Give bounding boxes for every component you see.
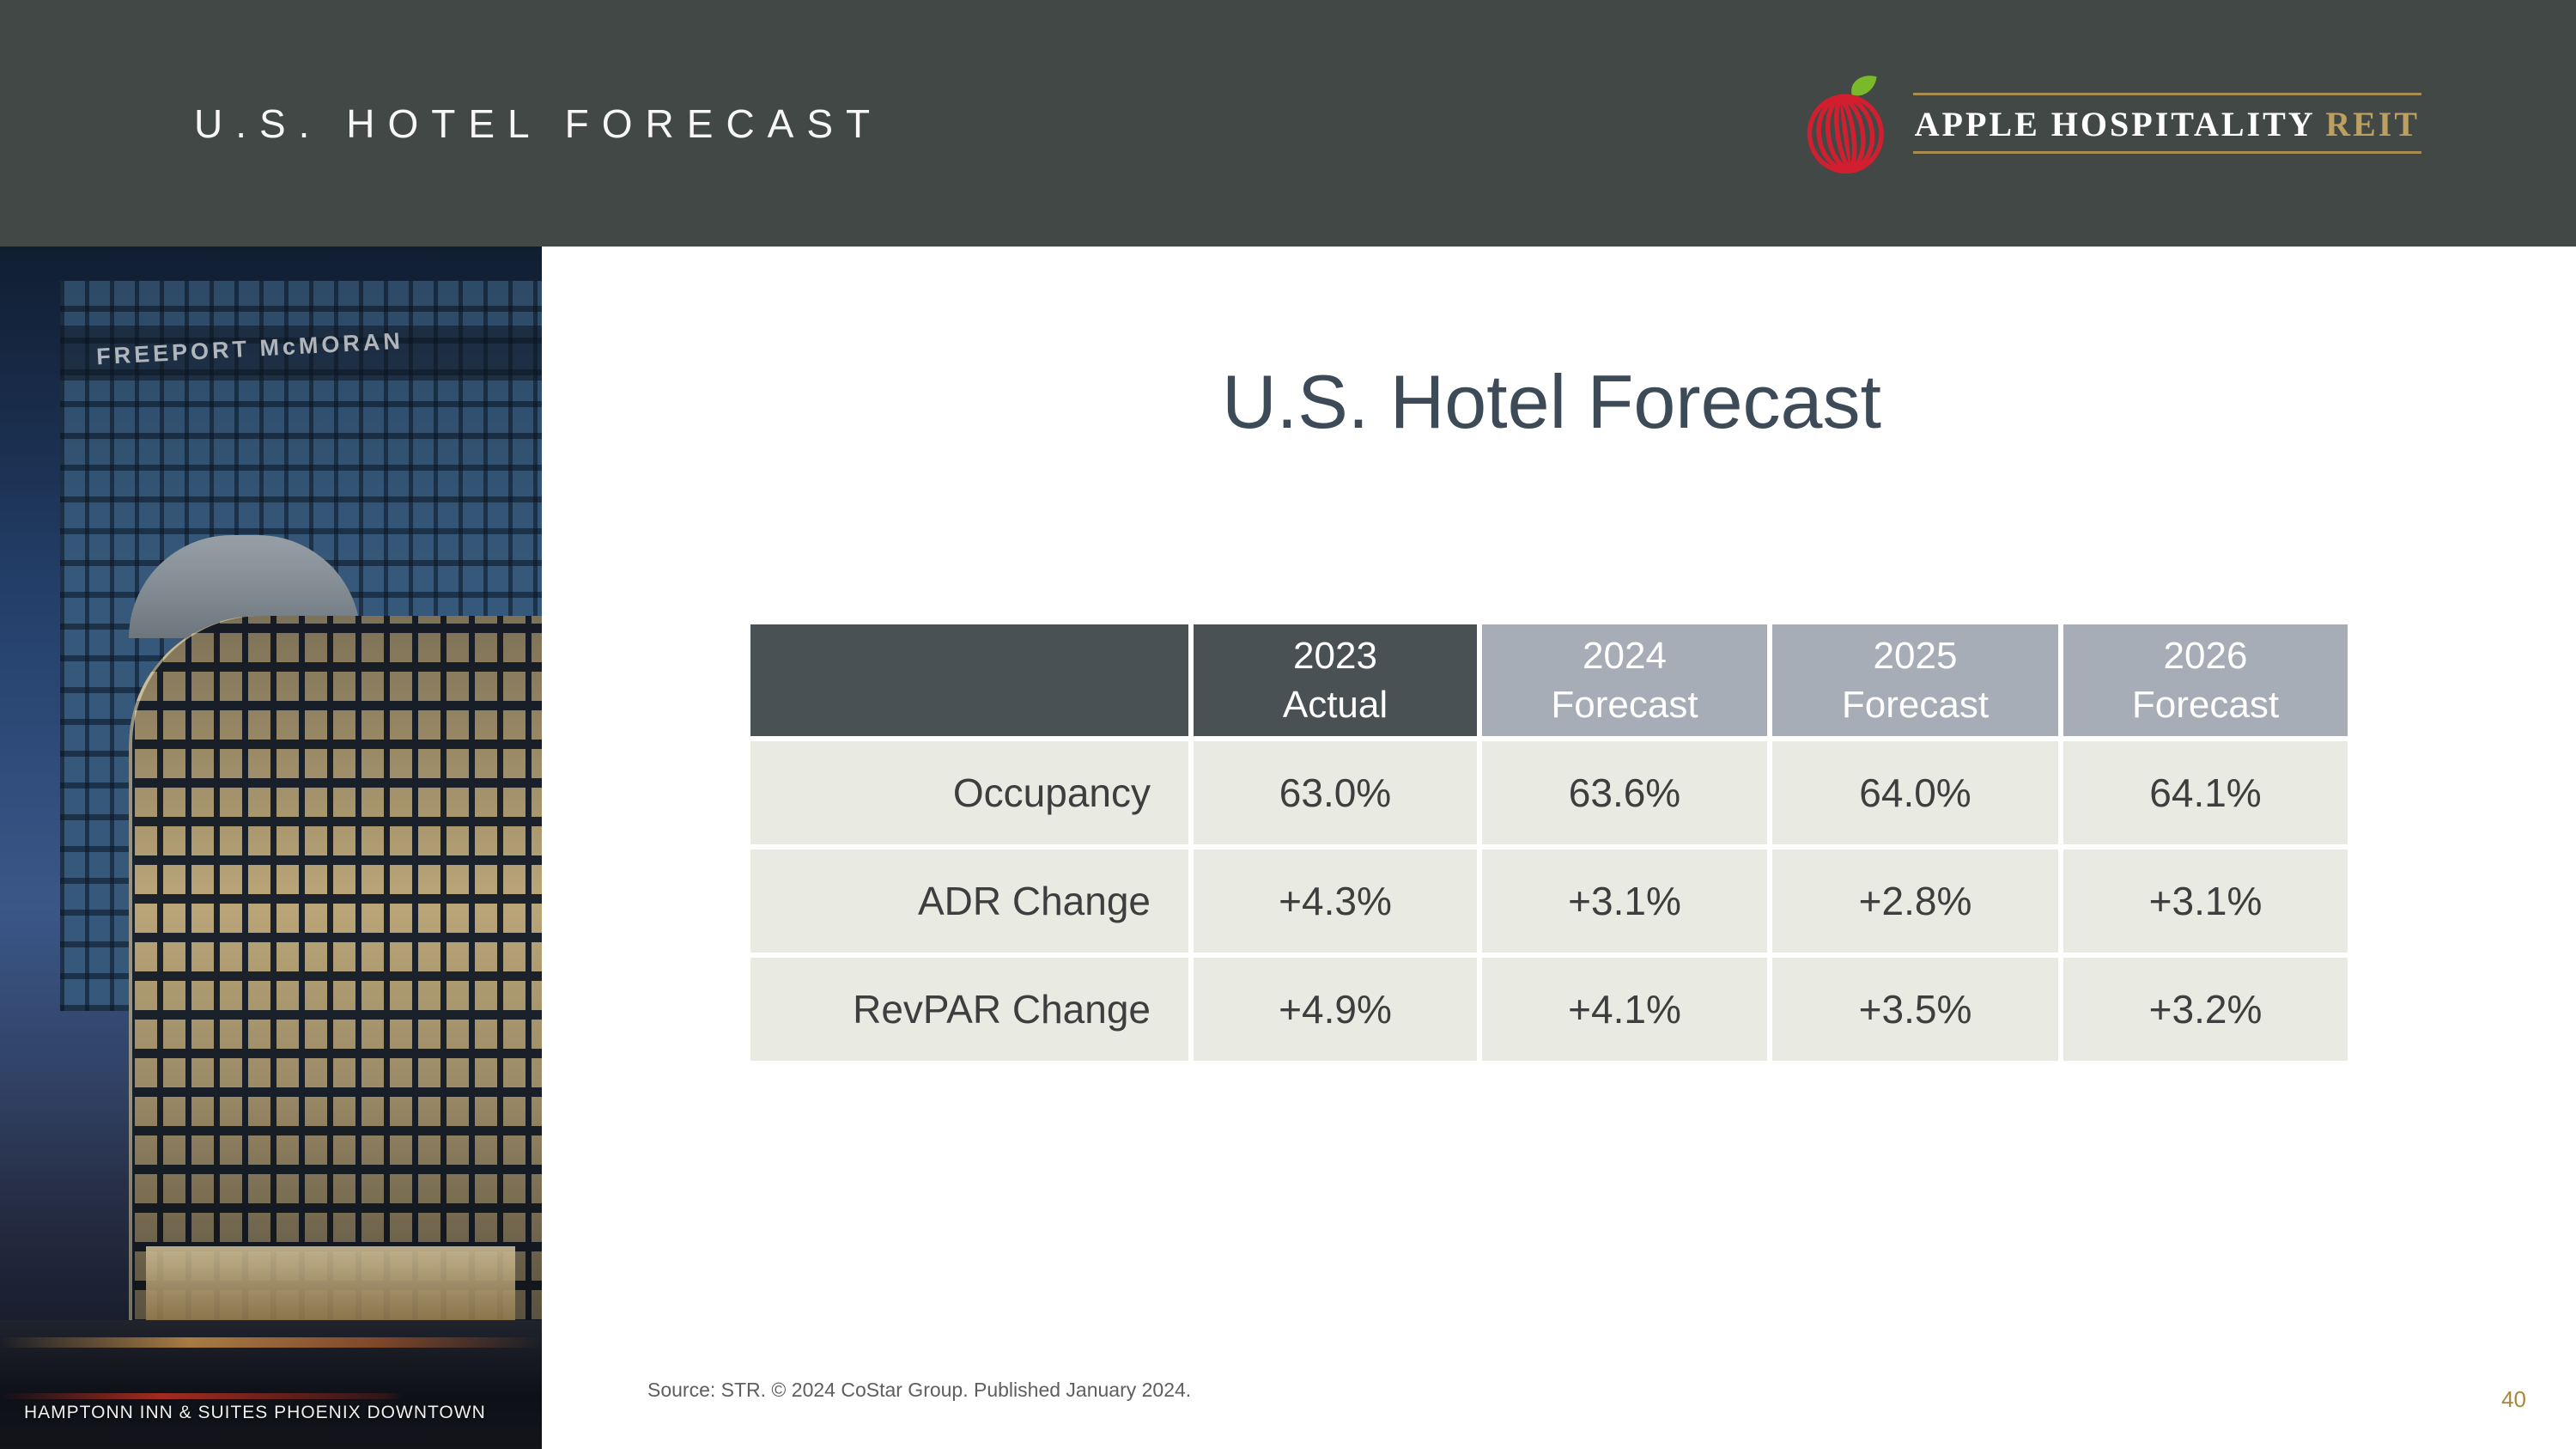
occupancy-2026: 64.1% (2063, 741, 2348, 844)
brand-name: APPLE HOSPITALITY (1914, 105, 2315, 143)
forecast-table: 2023 Actual 2024 Forecast 2025 Forecast … (750, 624, 2348, 1061)
row-label-revpar-change: RevPAR Change (750, 958, 1188, 1061)
table-header-2024: 2024 Forecast (1482, 624, 1767, 736)
revpar-change-2025: +3.5% (1772, 958, 2058, 1061)
header-type: Actual (1282, 684, 1388, 726)
header-year: 2025 (1873, 634, 1958, 677)
header-type: Forecast (1551, 684, 1698, 726)
photo-street-glow (0, 1337, 542, 1348)
revpar-change-2024: +4.1% (1482, 958, 1767, 1061)
adr-change-2025: +2.8% (1772, 849, 2058, 953)
page-title: U.S. Hotel Forecast (1222, 359, 1881, 444)
photo-caption: HAMPTONN INN & SUITES PHOENIX DOWNTOWN (24, 1403, 486, 1422)
brand-accent: REIT (2325, 105, 2420, 143)
logo-rule-bottom (1912, 151, 2421, 154)
table-header-2026: 2026 Forecast (2063, 624, 2348, 736)
hotel-photo: FREEPORT McMORAN HAMPTONN INN & SUITES P… (0, 247, 542, 1449)
photo-storefront (146, 1246, 515, 1329)
table-header-2023: 2023 Actual (1194, 624, 1477, 736)
header-type: Forecast (1841, 684, 1990, 726)
photo-front-tower (129, 616, 542, 1329)
header-year: 2023 (1293, 634, 1377, 677)
source-note: Source: STR. © 2024 CoStar Group. Publis… (647, 1379, 1192, 1401)
header-year: 2024 (1583, 634, 1667, 677)
photo-sign-band (60, 326, 542, 381)
brand-wordmark: APPLE HOSPITALITY REIT (1912, 93, 2421, 154)
revpar-change-2026: +3.2% (2063, 958, 2348, 1061)
occupancy-2025: 64.0% (1772, 741, 2058, 844)
photo-taillight-streak (0, 1393, 404, 1399)
row-label-adr-change: ADR Change (750, 849, 1188, 953)
slide-content: U.S. Hotel Forecast 2023 Actual 2024 For… (542, 247, 2576, 1449)
occupancy-2023: 63.0% (1194, 741, 1477, 844)
adr-change-2024: +3.1% (1482, 849, 1767, 953)
row-label-occupancy: Occupancy (750, 741, 1188, 844)
slide-header-title: U.S. HOTEL FORECAST (194, 100, 884, 146)
adr-change-2023: +4.3% (1194, 849, 1477, 953)
header-bar: U.S. HOTEL FORECAST APPLE HOSPITALITY RE… (0, 0, 2576, 247)
header-type: Forecast (2131, 684, 2280, 726)
logo-rule-top (1912, 93, 2421, 95)
revpar-change-2023: +4.9% (1194, 958, 1477, 1061)
table-header-blank (750, 624, 1188, 736)
table-header-2025: 2025 Forecast (1772, 624, 2058, 736)
apple-logo-icon (1807, 75, 1884, 174)
brand-name-row: APPLE HOSPITALITY REIT (1913, 95, 2421, 151)
page-number: 40 (2501, 1386, 2526, 1412)
adr-change-2026: +3.1% (2063, 849, 2348, 953)
header-year: 2026 (2163, 634, 2248, 677)
brand-logo: APPLE HOSPITALITY REIT (1805, 70, 2421, 177)
occupancy-2024: 63.6% (1482, 741, 1767, 844)
